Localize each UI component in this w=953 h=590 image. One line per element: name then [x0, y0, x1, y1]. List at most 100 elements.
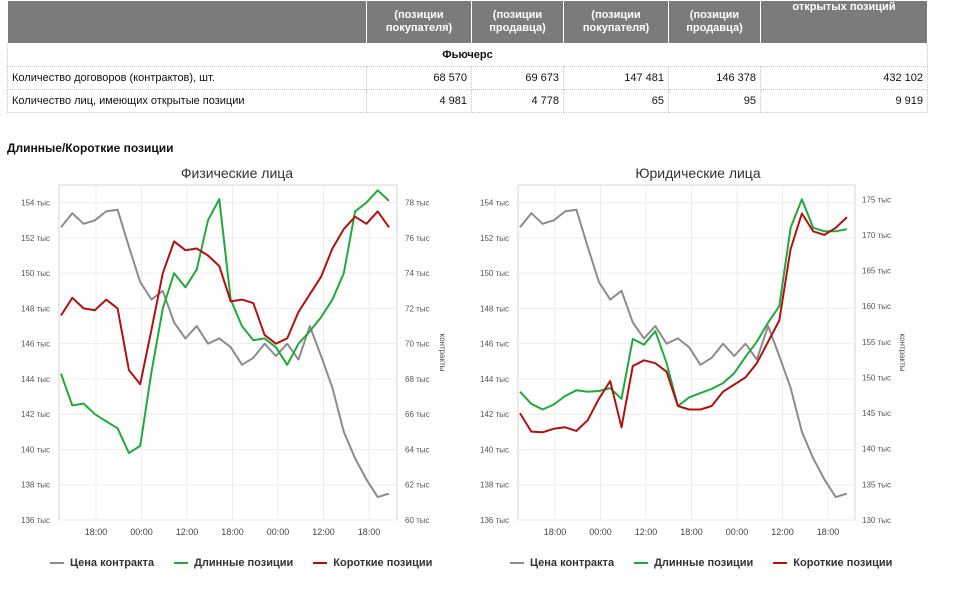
x-tick-label: 18:00 — [544, 527, 567, 537]
y-tick-label-left: 144 тыс — [21, 375, 50, 384]
legend-label: Короткие позиции — [793, 557, 893, 569]
positions-table: (позиции покупателя) (позиции продавца) … — [7, 0, 928, 113]
legend-item-long[interactable]: Длинные позиции — [174, 557, 293, 569]
table-header: (позиции покупателя) (позиции продавца) … — [7, 0, 928, 44]
legend-individuals: Цена контракта Длинные позиции Короткие … — [50, 557, 432, 569]
x-tick-label: 18:00 — [85, 527, 108, 537]
y-tick-label-left: 152 тыс — [21, 234, 50, 243]
header-blank — [7, 0, 367, 44]
y-tick-label-right: 68 тыс — [405, 375, 430, 384]
series-line-short — [519, 212, 848, 434]
y-tick-label-left: 154 тыс — [21, 199, 50, 208]
y-tick-label-right: 74 тыс — [405, 269, 430, 278]
y-tick-label-left: 146 тыс — [480, 340, 509, 349]
y-tick-label-right: 72 тыс — [405, 304, 430, 313]
legend-item-price[interactable]: Цена контракта — [50, 557, 154, 569]
y-tick-label-right: 135 тыс — [862, 480, 891, 489]
legend-legal-entities: Цена контракта Длинные позиции Короткие … — [510, 557, 892, 569]
legend-item-short[interactable]: Короткие позиции — [773, 557, 892, 569]
y-tick-label-left: 154 тыс — [480, 199, 509, 208]
y-tick-label-right: 165 тыс — [862, 267, 891, 276]
table-row: Количество лиц, имеющих открытые позиции… — [7, 89, 928, 113]
y-tick-label-left: 148 тыс — [480, 304, 509, 313]
table-cell: 432 102 — [760, 66, 928, 90]
y-tick-label-left: 140 тыс — [480, 445, 509, 454]
table-cell: 95 — [668, 89, 761, 113]
legend-swatch-short — [313, 562, 328, 564]
y-tick-label-right: 175 тыс — [862, 195, 891, 204]
y-tick-label-right: 170 тыс — [862, 231, 891, 240]
y-tick-label-left: 138 тыс — [480, 481, 509, 490]
x-tick-label: 00:00 — [130, 527, 153, 537]
y-tick-label-left: 136 тыс — [21, 516, 50, 525]
header-cell: (позиции покупателя) — [563, 0, 669, 44]
section-title: Длинные/Короткие позиции — [7, 141, 174, 155]
legend-swatch-price — [510, 562, 524, 564]
legend-item-price[interactable]: Цена контракта — [510, 557, 614, 569]
series-line-price — [519, 208, 848, 499]
header-cell: (позиции продавца) — [668, 0, 761, 44]
legend-label: Длинные позиции — [654, 557, 754, 569]
y-tick-label-right: 76 тыс — [405, 234, 430, 243]
y-tick-label-left: 150 тыс — [480, 269, 509, 278]
table-cell: 4 778 — [471, 89, 564, 113]
series-line-long — [60, 189, 390, 454]
x-tick-label: 12:00 — [176, 527, 199, 537]
legend-item-short[interactable]: Короткие позиции — [313, 557, 432, 569]
x-tick-label: 00:00 — [726, 527, 749, 537]
series-line-short — [60, 210, 390, 386]
y-tick-label-right: 64 тыс — [405, 445, 430, 454]
y-tick-label-left: 142 тыс — [480, 410, 509, 419]
y-tick-label-left: 146 тыс — [21, 340, 50, 349]
legend-swatch-long — [634, 562, 649, 564]
row-label: Количество договоров (контрактов), шт. — [7, 66, 367, 90]
plot-frame — [517, 184, 856, 521]
y-tick-label-right: 130 тыс — [862, 516, 891, 525]
plot-frame — [58, 184, 398, 521]
y-tick-label-right: 70 тыс — [405, 340, 430, 349]
x-tick-label: 12:00 — [771, 527, 794, 537]
x-tick-label: 18:00 — [221, 527, 244, 537]
series-line-price — [60, 208, 390, 499]
x-tick-label: 18:00 — [817, 527, 840, 537]
table-cell: 4 981 — [366, 89, 472, 113]
legend-swatch-short — [773, 562, 788, 564]
chart-title-legal-entities: Юридические лица — [635, 165, 761, 181]
x-tick-label: 18:00 — [680, 527, 703, 537]
y-tick-label-left: 148 тыс — [21, 304, 50, 313]
y-tick-label-right: 78 тыс — [405, 199, 430, 208]
y-tick-label-right: 150 тыс — [862, 373, 891, 382]
x-tick-label: 18:00 — [358, 527, 381, 537]
y-tick-label-right: 62 тыс — [405, 481, 430, 490]
series-line-long — [519, 198, 848, 411]
legend-label: Длинные позиции — [194, 557, 294, 569]
x-tick-label: 12:00 — [312, 527, 335, 537]
legend-swatch-long — [174, 562, 189, 564]
x-tick-label: 12:00 — [635, 527, 658, 537]
legend-label: Цена контракта — [70, 557, 155, 569]
y-tick-label-right: 145 тыс — [862, 409, 891, 418]
y-tick-label-left: 138 тыс — [21, 481, 50, 490]
y-tick-label-right: 140 тыс — [862, 445, 891, 454]
x-tick-label: 00:00 — [267, 527, 290, 537]
table-cell: 9 919 — [760, 89, 928, 113]
y-axis-title-right: контракты — [898, 333, 907, 371]
y-tick-label-left: 144 тыс — [480, 375, 509, 384]
y-tick-label-left: 136 тыс — [480, 516, 509, 525]
y-tick-label-left: 142 тыс — [21, 410, 50, 419]
y-tick-label-left: 140 тыс — [21, 445, 50, 454]
table-cell: 68 570 — [366, 66, 472, 90]
y-tick-label-right: 66 тыс — [405, 410, 430, 419]
y-tick-label-right: 60 тыс — [405, 516, 430, 525]
legend-label: Короткие позиции — [333, 557, 433, 569]
header-cell: открытых позиций — [760, 0, 928, 44]
y-axis-title-right: контракты — [438, 333, 447, 371]
row-label: Количество лиц, имеющих открытые позиции — [7, 89, 367, 113]
y-tick-label-right: 155 тыс — [862, 338, 891, 347]
legend-item-long[interactable]: Длинные позиции — [634, 557, 753, 569]
y-tick-label-left: 152 тыс — [480, 234, 509, 243]
x-tick-label: 00:00 — [589, 527, 612, 537]
y-tick-label-right: 160 тыс — [862, 302, 891, 311]
legend-label: Цена контракта — [530, 557, 615, 569]
